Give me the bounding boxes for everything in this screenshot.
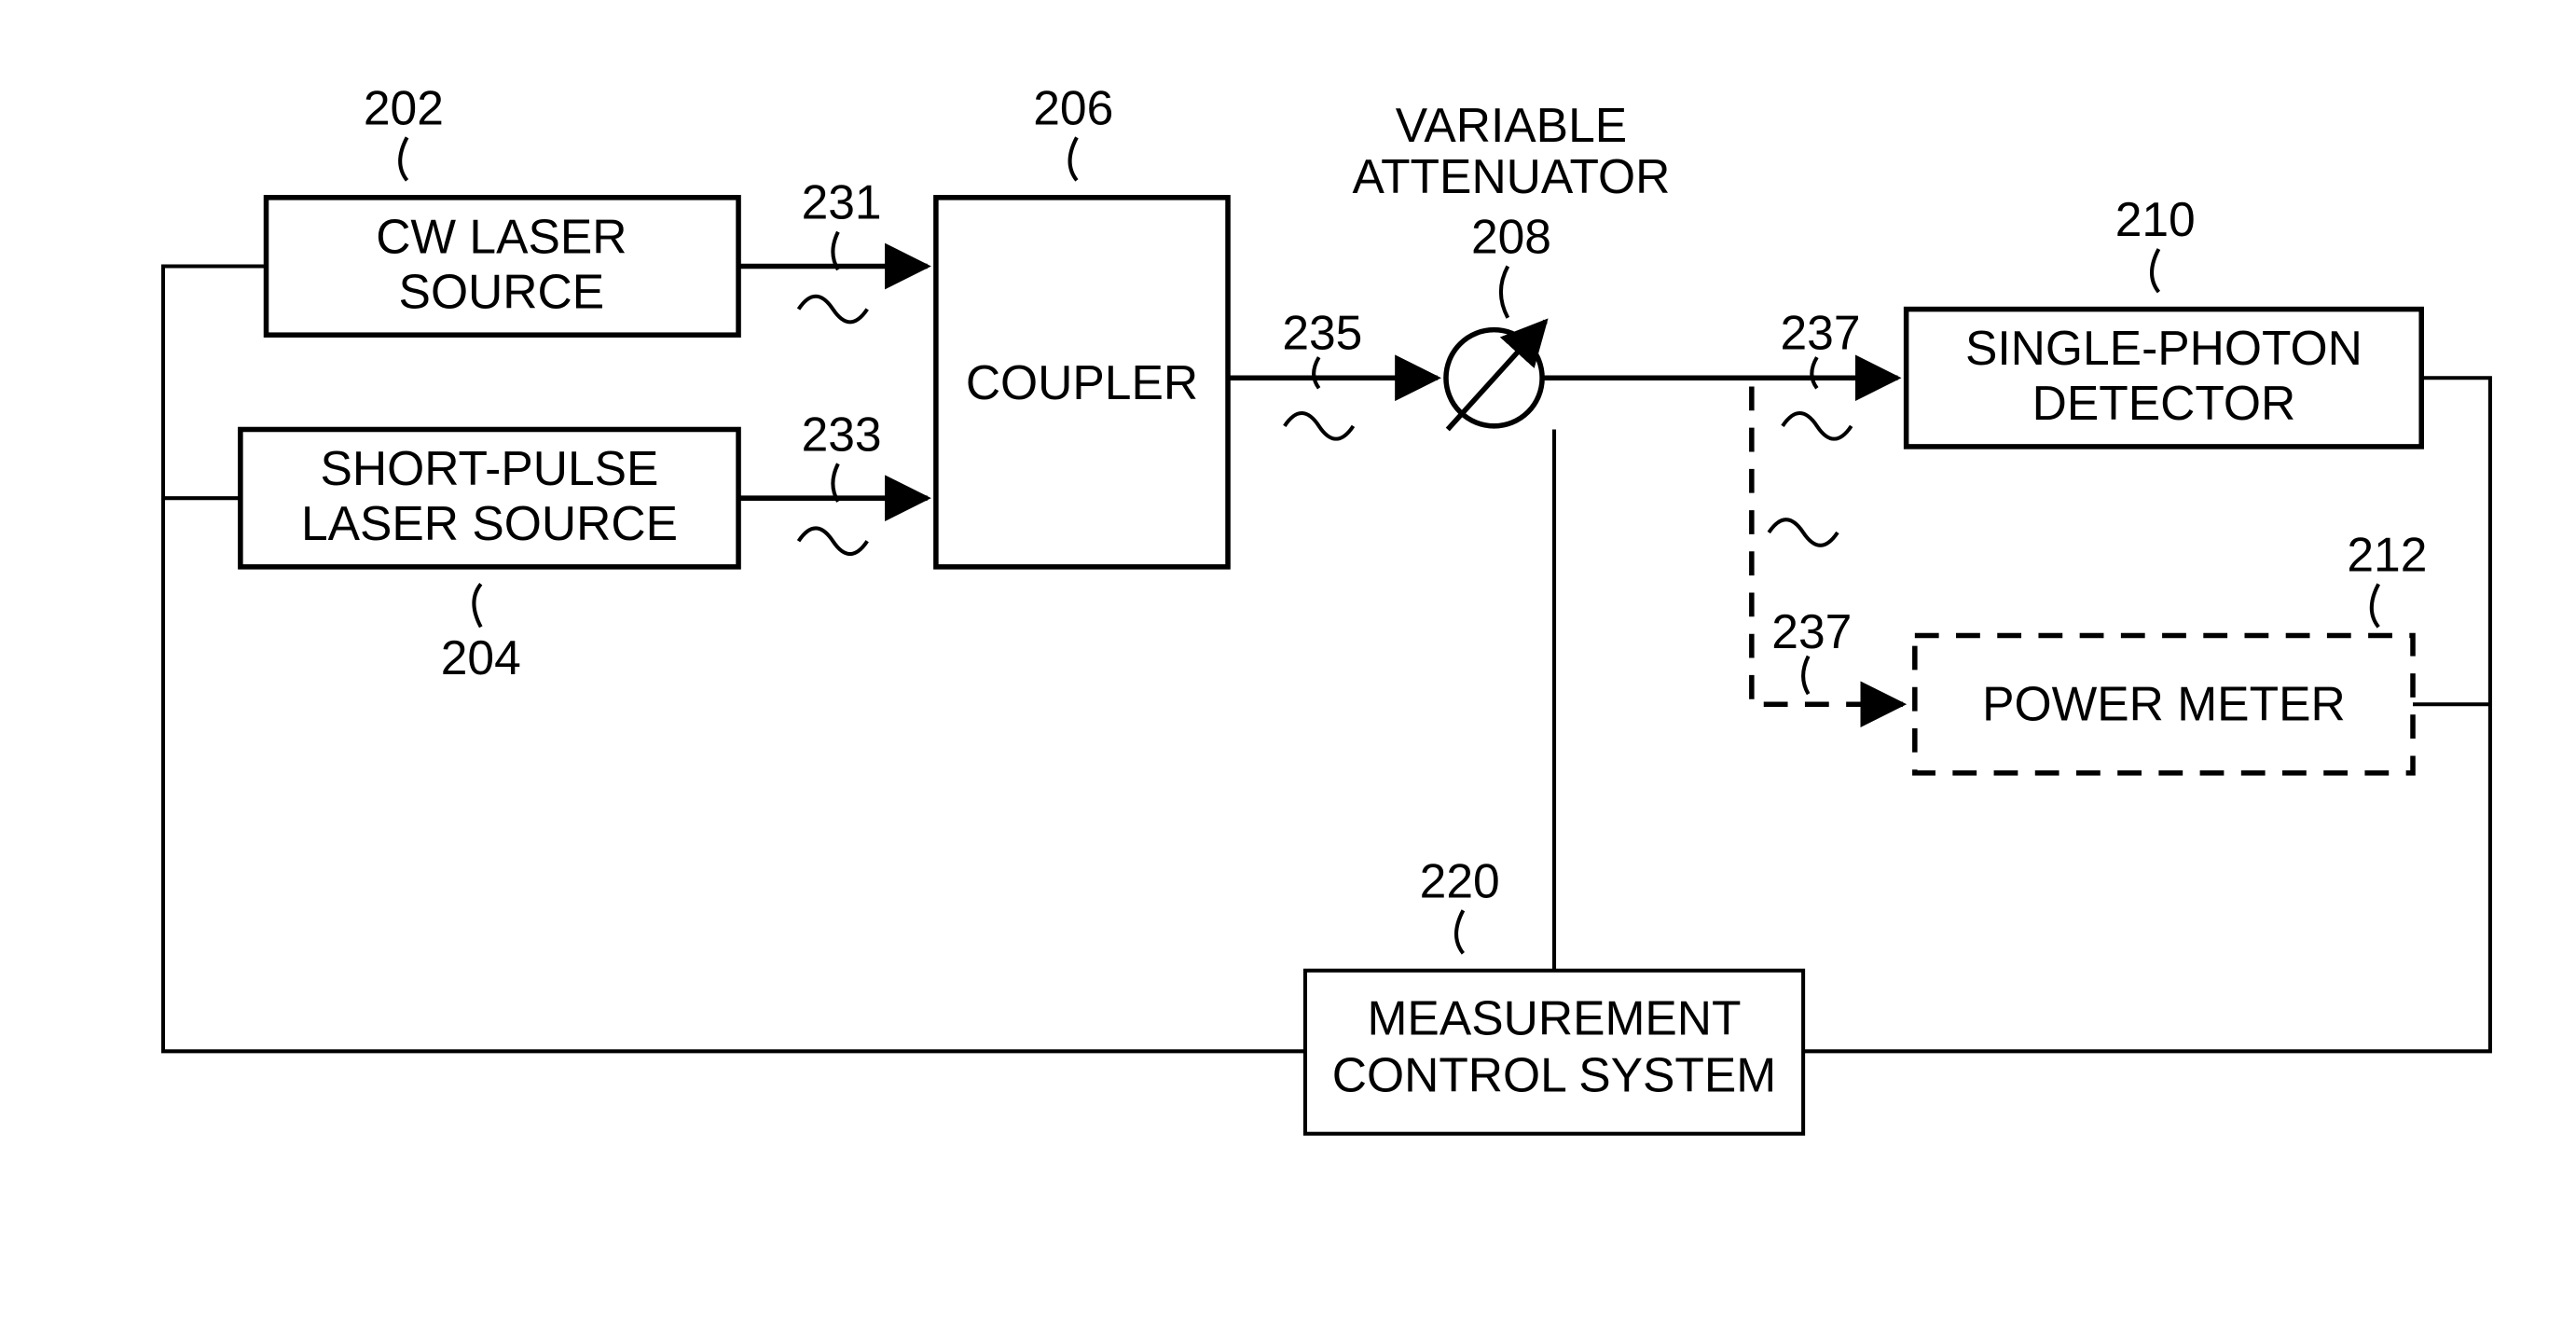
ref-208: 208 xyxy=(1471,210,1551,264)
block-cw-laser-source: CW LASER SOURCE 202 xyxy=(267,80,739,335)
cw-line2: SOURCE xyxy=(399,264,605,318)
wave-icon xyxy=(799,297,868,323)
block-coupler: COUPLER 206 xyxy=(936,80,1228,567)
wave-icon xyxy=(1769,519,1838,546)
ref-212: 212 xyxy=(2347,527,2427,581)
ref-233: 233 xyxy=(802,407,882,461)
mcs-line1: MEASUREMENT xyxy=(1367,991,1741,1045)
block-power-meter: POWER METER 212 xyxy=(1915,527,2428,773)
ref-210: 210 xyxy=(2115,192,2196,246)
block-single-photon-detector: SINGLE-PHOTON DETECTOR 210 xyxy=(1907,192,2422,447)
ref-235: 235 xyxy=(1282,306,1362,360)
ref-237a: 237 xyxy=(1781,306,1861,360)
ref-231: 231 xyxy=(802,175,882,229)
wave-icon xyxy=(799,528,868,554)
spd-line2: DETECTOR xyxy=(2032,376,2296,430)
block-short-pulse-laser-source: SHORT-PULSE LASER SOURCE 204 xyxy=(241,430,738,684)
mcs-line2: CONTROL SYSTEM xyxy=(1332,1047,1777,1101)
signal-237-to-power-meter: 237 xyxy=(1752,386,1903,704)
ref-206: 206 xyxy=(1033,80,1113,134)
spd-line1: SINGLE-PHOTON xyxy=(1965,321,2362,375)
signal-235: 235 xyxy=(1228,306,1438,439)
attenuator-title1: VARIABLE xyxy=(1396,98,1627,152)
ref-237b: 237 xyxy=(1771,604,1852,658)
coupler-line1: COUPLER xyxy=(966,355,1198,409)
ref-220: 220 xyxy=(1420,853,1500,907)
signal-233: 233 xyxy=(738,407,928,554)
signal-231: 231 xyxy=(738,175,928,323)
ref-204: 204 xyxy=(441,630,521,684)
attenuator-title2: ATTENUATOR xyxy=(1353,149,1671,203)
block-diagram: CW LASER SOURCE 202 SHORT-PULSE LASER SO… xyxy=(0,0,2576,1289)
ref-202: 202 xyxy=(364,80,444,134)
sp-line2: LASER SOURCE xyxy=(301,496,678,550)
signal-237-to-spd: 237 xyxy=(1542,306,1897,439)
wave-icon xyxy=(1783,413,1852,439)
wave-icon xyxy=(1285,413,1354,439)
pm-line1: POWER METER xyxy=(1982,677,2346,731)
cw-line1: CW LASER xyxy=(376,210,627,264)
sp-line1: SHORT-PULSE xyxy=(320,441,658,495)
